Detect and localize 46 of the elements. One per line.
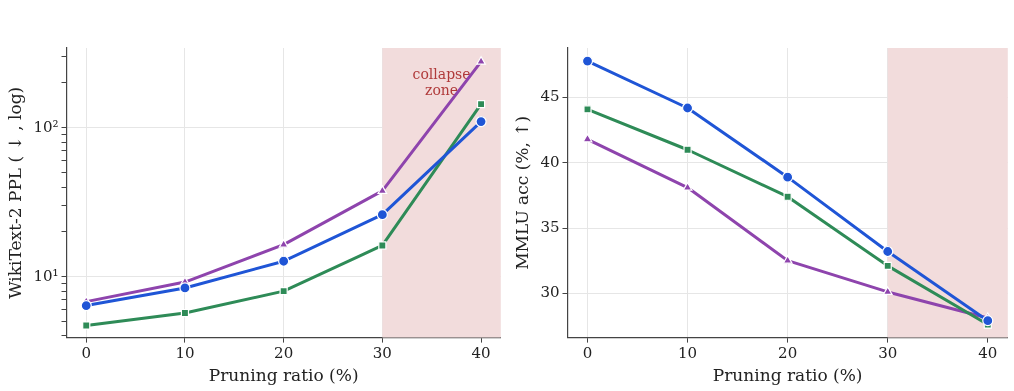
y-tick-label: 10² xyxy=(33,117,59,136)
point xyxy=(377,185,388,194)
point xyxy=(882,286,893,296)
x-tick-label: 40 xyxy=(978,344,998,363)
x-axis-title: Pruning ratio (%) xyxy=(712,365,863,386)
point xyxy=(882,245,894,258)
point xyxy=(80,299,92,312)
x-tick-label: 0 xyxy=(582,344,593,363)
point xyxy=(476,100,486,109)
band-label: collapse zone xyxy=(412,65,471,98)
point xyxy=(982,315,994,327)
x-tick-label: 40 xyxy=(471,344,491,363)
point xyxy=(376,209,388,221)
x-tick-label: 20 xyxy=(274,344,294,363)
point xyxy=(782,171,794,183)
point xyxy=(476,55,486,65)
x-tick-label: 30 xyxy=(878,344,898,363)
point xyxy=(82,321,91,330)
y-tick-label: 30 xyxy=(540,283,560,302)
point xyxy=(883,261,892,270)
y-tick-label: 10¹ xyxy=(33,266,59,285)
y-axis-title: WikiText-2 PPL ( ↓ , log) xyxy=(4,86,25,299)
x-tick-label: 20 xyxy=(778,344,798,363)
x-tick-label: 0 xyxy=(81,344,92,363)
point xyxy=(581,55,594,67)
point xyxy=(783,192,792,201)
point xyxy=(582,133,593,143)
point xyxy=(179,282,191,294)
point xyxy=(475,115,487,128)
point xyxy=(681,102,694,114)
point xyxy=(180,308,190,318)
point xyxy=(782,255,793,264)
x-tick-label: 10 xyxy=(175,344,195,363)
y-axis-title: MMLU acc (%, ↑) xyxy=(511,115,532,270)
y-tick-label: 35 xyxy=(540,217,560,236)
x-tick-label: 10 xyxy=(678,344,698,363)
point xyxy=(278,239,289,248)
point xyxy=(279,286,288,296)
point xyxy=(278,255,290,267)
x-tick-label: 30 xyxy=(372,344,392,363)
point xyxy=(583,105,592,114)
y-tick-label: 45 xyxy=(540,87,560,106)
x-axis-title: Pruning ratio (%) xyxy=(208,365,359,386)
y-tick-label: 40 xyxy=(540,152,560,171)
point xyxy=(378,241,387,250)
point xyxy=(683,145,692,154)
